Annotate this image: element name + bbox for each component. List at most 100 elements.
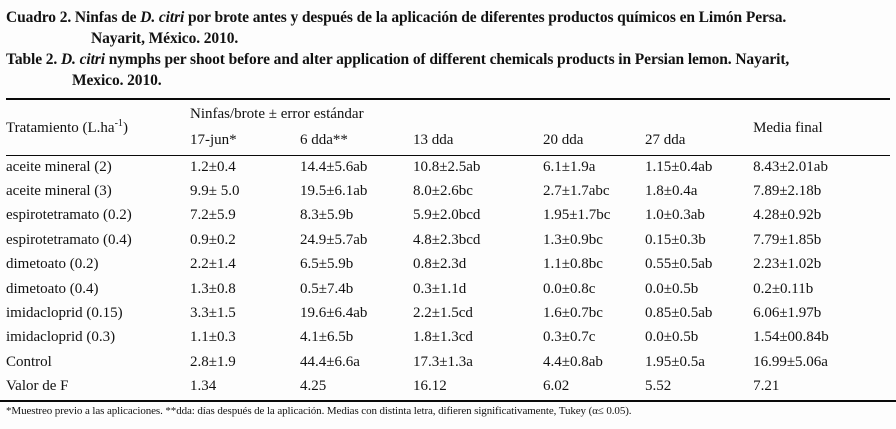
value-cell: 8.43±2.01ab [753, 158, 828, 175]
value-cell: 19.6±6.4ab [300, 305, 368, 322]
title-text: Cuadro 2. Ninfas de [6, 9, 141, 26]
value-cell: 1.3±0.8 [190, 280, 236, 297]
treatment-cell: espirotetramato (0.2) [6, 207, 132, 224]
value-cell: 16.99±5.06a [753, 353, 828, 370]
column-header-17-jun: 17-jun* [190, 126, 300, 156]
footnote: *Muestreo previo a las aplicaciones. **d… [6, 404, 632, 417]
value-cell: 16.12 [413, 378, 447, 395]
header-row-group: Tratamiento (L.ha-1) Ninfas/brote ± erro… [6, 99, 891, 156]
treatment-cell: imidacloprid (0.3) [6, 329, 116, 346]
value-cell: 6.5±5.9b [300, 256, 354, 273]
value-cell: 19.5±6.1ab [300, 183, 368, 200]
value-cell: 1.2±0.4 [190, 158, 236, 175]
value-cell: 8.0±2.6bc [413, 183, 473, 200]
value-cell: 2.8±1.9 [190, 353, 236, 370]
title-text: por brote antes y después de la aplicaci… [184, 9, 787, 26]
table-title-english: Table 2. D. citri nymphs per shoot befor… [6, 49, 890, 70]
treatment-cell: Valor de F [6, 378, 69, 395]
value-cell: 3.3±1.5 [190, 305, 236, 322]
value-cell: 1.0±0.3ab [645, 207, 705, 224]
value-cell: 2.2±1.5cd [413, 305, 473, 322]
value-cell: 0.5±7.4b [300, 280, 354, 297]
value-cell: 8.3±5.9b [300, 207, 354, 224]
table-row: espirotetramato (0.4) 0.9±0.2 24.9±5.7ab… [6, 228, 890, 252]
page: Cuadro 2. Ninfas de D. citri por brote a… [0, 7, 896, 417]
table-row: imidacloprid (0.3) 1.1±0.3 4.1±6.5b 1.8±… [6, 326, 890, 350]
table-row-valor-de-f: Valor de F 1.34 4.25 16.12 6.02 5.52 7.2… [6, 375, 890, 399]
value-cell: 0.15±0.3b [645, 231, 706, 248]
table-title-spanish-line2: Nayarit, México. 2010. [91, 30, 239, 47]
column-header-treatment: Tratamiento (L.ha-1) [6, 99, 190, 156]
treatment-cell: aceite mineral (3) [6, 183, 112, 200]
species-name-italic: D. citri [60, 51, 105, 68]
treatment-cell: dimetoato (0.2) [6, 256, 99, 273]
footnote-divider: *Muestreo previo a las aplicaciones. **d… [0, 399, 896, 417]
column-header-27-dda: 27 dda [645, 126, 754, 156]
value-cell: 1.54±00.84b [753, 329, 829, 346]
value-cell: 6.06±1.97b [753, 305, 822, 322]
value-cell: 0.0±0.8c [543, 280, 596, 297]
column-header-media-final: Media final [753, 99, 891, 156]
value-cell: 17.3±1.3a [413, 353, 473, 370]
table-row: espirotetramato (0.2) 7.2±5.9 8.3±5.9b 5… [6, 204, 890, 228]
column-header-13-dda: 13 dda [413, 126, 543, 156]
treatment-cell: aceite mineral (2) [6, 158, 112, 175]
treatment-cell: imidacloprid (0.15) [6, 305, 123, 322]
value-cell: 6.1±1.9a [543, 158, 596, 175]
value-cell: 1.1±0.8bc [543, 256, 603, 273]
value-cell: 24.9±5.7ab [300, 231, 368, 248]
title-text: Table 2. [6, 51, 61, 68]
column-header-6-dda: 6 dda** [300, 126, 413, 156]
value-cell: 0.2±0.11b [753, 280, 814, 297]
value-cell: 4.4±0.8ab [543, 353, 603, 370]
value-cell: 7.21 [753, 378, 780, 395]
species-name-italic: D. citri [140, 9, 185, 26]
value-cell: 1.95±0.5a [645, 353, 705, 370]
treatment-header-superscript: -1 [114, 118, 123, 130]
value-cell: 2.2±1.4 [190, 256, 236, 273]
treatment-cell: dimetoato (0.4) [6, 280, 99, 297]
value-cell: 5.9±2.0bcd [413, 207, 481, 224]
value-cell: 0.0±0.5b [645, 329, 699, 346]
value-cell: 7.89±2.18b [753, 183, 822, 200]
value-cell: 1.15±0.4ab [645, 158, 713, 175]
value-cell: 0.3±0.7c [543, 329, 596, 346]
title-text: nymphs per shoot before and alter applic… [104, 51, 790, 68]
value-cell: 10.8±2.5ab [413, 158, 481, 175]
value-cell: 4.25 [300, 378, 327, 395]
value-cell: 4.1±6.5b [300, 329, 354, 346]
value-cell: 1.1±0.3 [190, 329, 236, 346]
value-cell: 0.55±0.5ab [645, 256, 713, 273]
table-row: dimetoato (0.4) 1.3±0.8 0.5±7.4b 0.3±1.1… [6, 277, 890, 301]
value-cell: 0.8±2.3d [413, 256, 467, 273]
value-cell: 5.52 [645, 378, 672, 395]
table-row: aceite mineral (2) 1.2±0.4 14.4±5.6ab 10… [6, 155, 890, 179]
value-cell: 2.7±1.7abc [543, 183, 610, 200]
treatment-header-text: ) [122, 120, 128, 137]
value-cell: 0.0±0.5b [645, 280, 699, 297]
value-cell: 2.23±1.02b [753, 256, 822, 273]
value-cell: 0.85±0.5ab [645, 305, 713, 322]
value-cell: 14.4±5.6ab [300, 158, 368, 175]
table-title-english-line2: Mexico. 2010. [72, 72, 162, 89]
header-row-dates: 17-jun* 6 dda** 13 dda 20 dda 27 dda [6, 126, 890, 156]
value-cell: 1.95±1.7bc [543, 207, 611, 224]
value-cell: 1.8±1.3cd [413, 329, 473, 346]
value-cell: 7.79±1.85b [753, 231, 822, 248]
table-row: dimetoato (0.2) 2.2±1.4 6.5±5.9b 0.8±2.3… [6, 253, 890, 277]
treatment-cell: espirotetramato (0.4) [6, 231, 132, 248]
treatment-header-text: Tratamiento (L.ha [6, 120, 115, 137]
table-title-spanish: Cuadro 2. Ninfas de D. citri por brote a… [6, 7, 890, 28]
value-cell: 1.34 [190, 378, 217, 395]
table-row: Control 2.8±1.9 44.4±6.6a 17.3±1.3a 4.4±… [6, 350, 890, 374]
value-cell: 1.6±0.7bc [543, 305, 603, 322]
value-cell: 7.2±5.9 [190, 207, 236, 224]
value-cell: 9.9± 5.0 [190, 183, 240, 200]
column-group-header-ninfas: Ninfas/brote ± error estándar [190, 106, 364, 122]
value-cell: 44.4±6.6a [300, 353, 360, 370]
treatment-cell: Control [6, 353, 52, 370]
value-cell: 6.02 [543, 378, 570, 395]
value-cell: 4.8±2.3bcd [413, 231, 481, 248]
title-block: Cuadro 2. Ninfas de D. citri por brote a… [6, 7, 890, 91]
value-cell: 0.9±0.2 [190, 231, 236, 248]
